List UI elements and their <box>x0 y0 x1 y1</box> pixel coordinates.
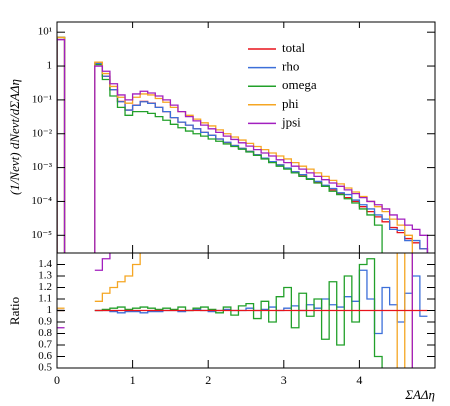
y-tick-label: 1 <box>47 60 53 72</box>
y-tick-label: 10⁻² <box>32 127 53 139</box>
ratio-panel <box>57 253 428 368</box>
histogram-step <box>57 36 66 253</box>
histogram-step <box>57 36 66 253</box>
histogram-step <box>94 258 383 368</box>
histogram-step <box>57 36 66 253</box>
x-tick-label: 3 <box>281 373 287 387</box>
ratio-axis-label: Ratio <box>7 297 22 325</box>
y-tick-label: 10⁻⁵ <box>31 229 52 241</box>
legend-label: omega <box>282 77 317 92</box>
legend-label: rho <box>282 59 299 74</box>
y-tick-label: 1.1 <box>38 293 52 305</box>
x-axis-label: ΣAΔη <box>404 387 435 402</box>
y-tick-label: 10¹ <box>38 26 52 38</box>
y-tick-label: 10⁻¹ <box>32 93 52 105</box>
x-tick-label: 0 <box>54 373 60 387</box>
x-tick-label: 2 <box>205 373 211 387</box>
legend-label: jpsi <box>281 114 301 129</box>
y-tick-label: 0.9 <box>38 316 52 328</box>
x-tick-label: 4 <box>356 373 362 387</box>
x-tick-label: 1 <box>130 373 136 387</box>
y-tick-label: 1 <box>47 304 53 316</box>
y-tick-label: 1.3 <box>38 270 52 282</box>
histogram-step <box>57 39 66 253</box>
legend-label: phi <box>282 96 299 111</box>
histogram-step <box>57 36 66 253</box>
histogram-step <box>94 253 413 368</box>
y-tick-label: 0.5 <box>38 362 52 374</box>
main-panel <box>57 36 429 253</box>
legend-label: total <box>282 40 305 55</box>
y-tick-label: 0.6 <box>38 350 52 362</box>
y-tick-label: 10⁻⁴ <box>31 195 52 207</box>
histogram-step <box>94 65 429 253</box>
y-axis-label: (1/Nevt) dNevt/dΣAΔη <box>7 79 22 195</box>
y-tick-label: 1.2 <box>38 281 52 293</box>
y-tick-label: 10⁻³ <box>32 161 53 173</box>
histogram-step <box>94 253 413 368</box>
y-tick-label: 1.4 <box>38 258 52 270</box>
main-frame <box>56 21 436 254</box>
y-tick-label: 0.7 <box>38 339 52 351</box>
y-tick-label: 0.8 <box>38 327 52 339</box>
histogram-step <box>94 63 383 253</box>
